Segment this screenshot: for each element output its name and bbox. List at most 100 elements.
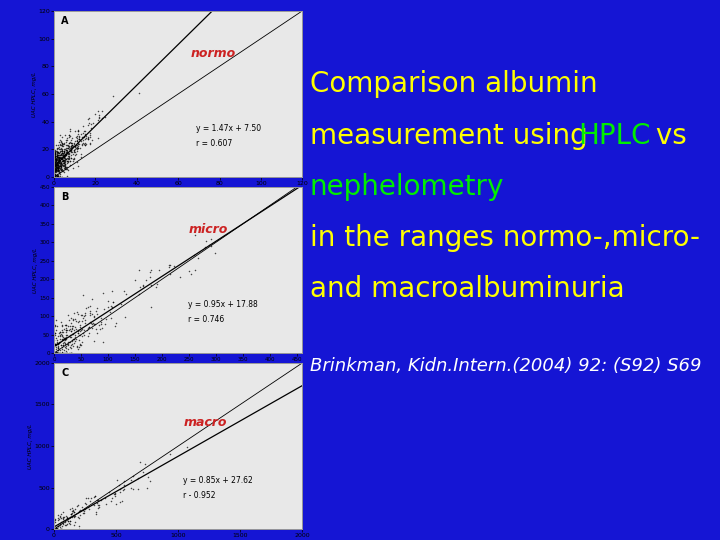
Point (55, 514, 67, 522)
Point (81, 131, 92, 140)
Point (67, 506, 78, 515)
Point (61, 136, 73, 144)
Point (50, 340, 61, 349)
Point (64, 349, 76, 357)
Point (71, 134, 83, 143)
Point (72, 345, 84, 354)
Point (48, 152, 60, 161)
Point (71, 131, 83, 140)
Point (54, 168, 66, 177)
Point (65, 509, 76, 518)
Point (60, 147, 72, 156)
Point (58, 155, 69, 164)
Point (67, 142, 78, 151)
Point (58, 147, 70, 156)
Point (51, 147, 63, 156)
Point (71, 141, 83, 150)
Point (50, 171, 61, 180)
Point (58, 142, 69, 151)
Point (50, 326, 62, 334)
Point (57, 153, 68, 161)
Point (58, 340, 69, 349)
Point (137, 282, 148, 291)
Point (56, 334, 68, 343)
Point (106, 287, 117, 296)
Point (53, 340, 64, 348)
Point (108, 490, 120, 498)
Point (79, 311, 91, 320)
Point (60, 321, 71, 329)
Point (71, 342, 83, 351)
Point (73, 127, 84, 136)
Point (49, 159, 60, 168)
Point (99, 494, 111, 503)
Point (105, 496, 117, 505)
Text: HPLC: HPLC (578, 122, 651, 150)
Point (49, 166, 60, 174)
Point (74, 511, 86, 519)
Point (68, 335, 80, 343)
Point (50, 160, 62, 169)
Point (50, 525, 62, 534)
Point (60, 521, 71, 529)
Point (58, 148, 70, 157)
Point (75, 326, 86, 335)
Point (57, 519, 68, 528)
Point (59, 334, 71, 342)
Point (59, 160, 71, 168)
Text: Comparison albumin: Comparison albumin (310, 70, 597, 98)
Point (61, 156, 73, 165)
Text: vs: vs (647, 122, 686, 150)
Point (59, 131, 71, 139)
Point (50, 155, 62, 164)
Point (79, 126, 91, 135)
Point (49, 153, 60, 162)
Point (56, 166, 68, 175)
Point (58, 334, 69, 343)
Point (51, 336, 63, 345)
Point (51, 159, 63, 167)
Point (56, 165, 68, 174)
Y-axis label: UAC HPLC, mg/L: UAC HPLC, mg/L (28, 423, 33, 469)
Point (114, 484, 125, 493)
Point (53, 156, 64, 165)
Point (151, 280, 163, 288)
Point (57, 515, 68, 524)
Point (63, 154, 74, 163)
Point (50, 157, 62, 166)
Point (53, 145, 65, 153)
Point (54, 151, 66, 159)
Point (57, 147, 68, 156)
Point (68, 145, 80, 154)
Point (58, 349, 69, 357)
Point (52, 349, 63, 357)
Point (125, 476, 137, 484)
Point (73, 318, 84, 327)
Point (55, 318, 67, 327)
Point (50, 349, 61, 357)
Point (51, 339, 63, 348)
Point (48, 163, 60, 172)
Point (61, 148, 73, 157)
Point (53, 521, 64, 530)
Point (49, 155, 60, 164)
Point (82, 324, 94, 333)
Point (168, 261, 179, 270)
Point (50, 148, 61, 157)
Point (56, 349, 68, 357)
Point (50, 165, 62, 173)
Point (50, 146, 62, 155)
Point (82, 120, 94, 129)
Point (66, 333, 77, 342)
Point (66, 153, 77, 162)
Point (51, 151, 63, 160)
Point (64, 143, 76, 152)
Point (84, 302, 96, 310)
Point (58, 160, 70, 169)
Text: and macroalbuminuria: and macroalbuminuria (310, 275, 624, 303)
Point (62, 134, 73, 143)
Point (53, 340, 64, 348)
Point (73, 317, 85, 326)
Point (60, 347, 72, 355)
Point (62, 149, 73, 158)
